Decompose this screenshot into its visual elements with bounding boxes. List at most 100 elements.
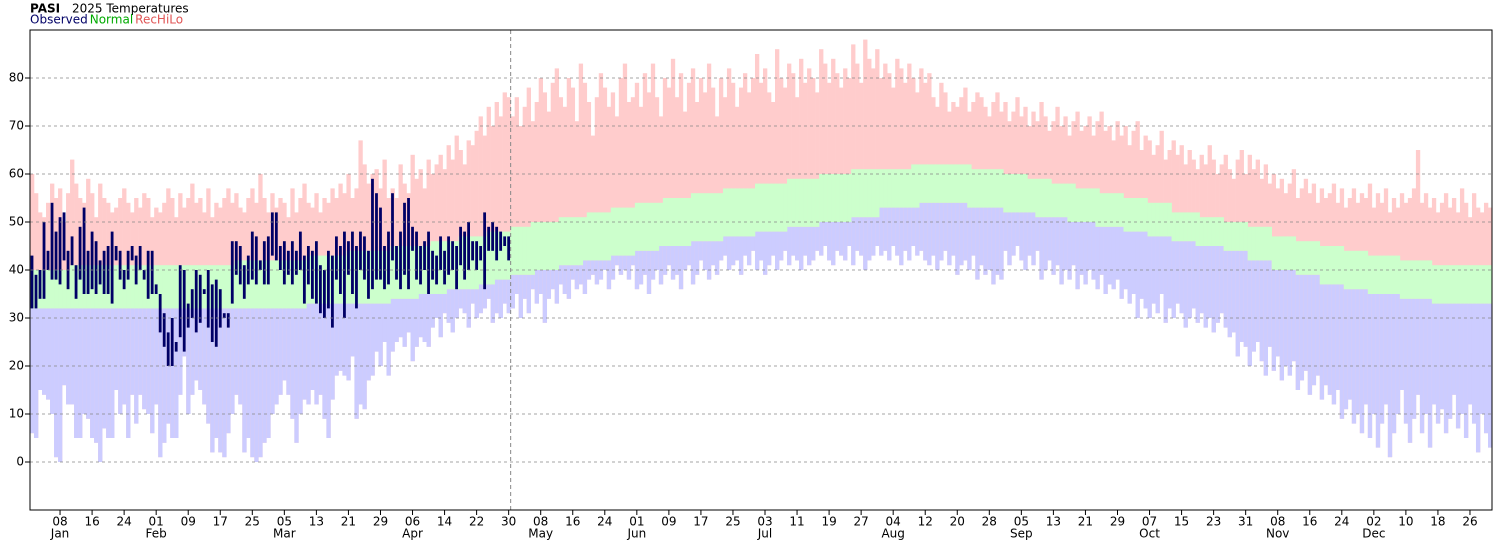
record-low-bar <box>402 298 407 347</box>
observed-bar <box>379 207 382 280</box>
normal-bar <box>1303 241 1309 275</box>
record-low-bar <box>698 241 704 261</box>
normal-bar <box>867 169 872 218</box>
record-low-bar <box>410 298 415 362</box>
normal-bar <box>983 169 988 208</box>
x-tick-label: 24 <box>116 515 131 529</box>
record-bar <box>530 121 535 290</box>
normal-bar <box>1447 265 1453 304</box>
record-bar <box>835 73 840 251</box>
record-low-bar <box>1095 226 1100 290</box>
record-low-bar <box>430 294 435 328</box>
normal-bar <box>803 178 808 227</box>
observed-bar <box>218 289 222 328</box>
observed-bar <box>254 236 258 285</box>
normal-bar <box>1115 193 1120 227</box>
record-bar <box>698 78 704 261</box>
normal-bar <box>1143 198 1148 232</box>
record-bar <box>510 116 515 309</box>
normal-bar <box>758 183 764 232</box>
record-low-bar <box>1319 284 1325 400</box>
normal-bar <box>730 188 736 237</box>
normal-bar <box>1463 265 1469 304</box>
month-label: Aug <box>881 527 904 541</box>
y-tick-label: 60 <box>9 167 24 181</box>
normal-bar <box>1335 246 1341 285</box>
record-low-bar <box>1299 274 1305 381</box>
x-tick-label: 24 <box>1334 515 1349 529</box>
month-label: May <box>528 527 553 541</box>
normal-bar <box>54 270 59 309</box>
normal-bar <box>1443 265 1449 304</box>
observed-bar <box>278 246 282 270</box>
normal-bar <box>1379 255 1385 294</box>
observed-bar <box>419 246 422 285</box>
record-low-bar <box>1479 303 1485 414</box>
normal-bar <box>606 212 612 261</box>
normal-bar <box>410 246 415 299</box>
normal-bar <box>118 265 123 309</box>
x-tick-label: 27 <box>853 515 868 529</box>
x-tick-label: 16 <box>84 515 99 529</box>
record-low-bar <box>522 274 527 299</box>
record-low-bar <box>1407 298 1413 443</box>
x-tick-label: 13 <box>309 515 324 529</box>
record-low-bar <box>1115 226 1120 280</box>
record-bar <box>783 87 788 251</box>
record-low-bar <box>114 308 119 390</box>
month-label: Nov <box>1266 527 1289 541</box>
record-low-bar <box>915 207 920 256</box>
observed-bar <box>54 231 58 280</box>
normal-bar <box>510 226 515 275</box>
observed-bar <box>42 222 46 299</box>
record-bar <box>454 135 459 318</box>
record-low-bar <box>1171 241 1176 318</box>
record-low-bar <box>542 270 548 323</box>
record-low-bar <box>370 303 375 376</box>
record-low-bar <box>1111 226 1116 290</box>
normal-bar <box>1195 212 1200 246</box>
record-bar <box>787 63 792 266</box>
normal-bar <box>622 207 628 256</box>
normal-bar <box>754 183 760 232</box>
record-low-bar <box>1075 222 1080 290</box>
observed-bar <box>359 231 362 270</box>
observed-bar <box>198 274 202 323</box>
observed-bar <box>323 270 326 318</box>
y-tick-label: 30 <box>9 311 24 325</box>
normal-bar <box>690 193 696 242</box>
record-low-bar <box>1051 217 1056 275</box>
record-low-bar <box>118 308 123 414</box>
normal-bar <box>62 270 67 309</box>
x-tick-label: 28 <box>982 515 997 529</box>
record-low-bar <box>1139 231 1144 299</box>
record-low-bar <box>654 250 660 270</box>
normal-bar <box>1279 236 1285 270</box>
record-bar <box>815 92 820 251</box>
record-low-bar <box>194 308 199 381</box>
normal-bar <box>1243 222 1248 251</box>
normal-bar <box>823 174 828 222</box>
normal-bar <box>955 164 960 203</box>
record-bar <box>574 121 580 290</box>
record-low-bar <box>254 308 259 462</box>
record-bar <box>847 78 852 246</box>
record-low-bar <box>811 226 816 261</box>
record-low-bar <box>42 308 47 395</box>
month-label: Sep <box>1010 527 1033 541</box>
record-low-bar <box>931 202 936 256</box>
normal-bar <box>1151 202 1156 237</box>
normal-bar <box>795 178 800 227</box>
observed-bar <box>355 246 358 309</box>
x-tick-label: 24 <box>597 515 612 529</box>
record-low-bar <box>202 308 207 405</box>
record-low-bar <box>1391 294 1397 434</box>
observed-bar <box>503 236 507 246</box>
observed-bar <box>142 270 146 280</box>
record-bar <box>903 82 908 251</box>
normal-bar <box>863 169 868 218</box>
record-low-bar <box>538 270 544 294</box>
record-low-bar <box>1343 289 1349 410</box>
record-low-bar <box>742 236 748 256</box>
